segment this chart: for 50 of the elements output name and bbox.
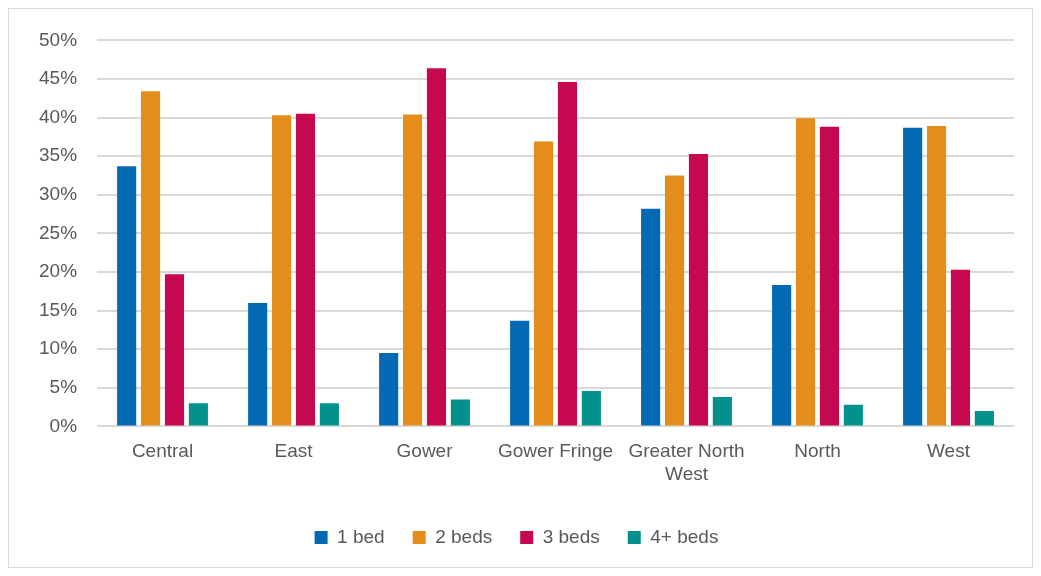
bar <box>819 126 840 426</box>
bar <box>534 141 554 426</box>
bar <box>641 208 661 426</box>
bar <box>379 353 399 426</box>
legend-label: 1 bed <box>337 525 385 547</box>
bar <box>795 118 816 426</box>
x-tick-label: East <box>274 440 314 462</box>
y-tick-label: 45% <box>39 67 78 89</box>
bar <box>664 175 685 426</box>
bar <box>688 153 709 426</box>
y-tick-label: 5% <box>49 376 78 398</box>
x-tick-label: Gower <box>396 440 454 462</box>
bar <box>295 113 316 426</box>
bar <box>319 403 339 426</box>
legend-label: 4+ beds <box>650 525 719 547</box>
bar <box>772 285 792 426</box>
bar <box>164 274 185 426</box>
bar <box>974 410 994 426</box>
legend-label: 3 beds <box>542 525 600 547</box>
y-tick-label: 0% <box>49 414 78 436</box>
bar <box>903 127 923 426</box>
bar <box>248 302 268 426</box>
bar <box>450 399 470 426</box>
x-tick-label: Gower Fringe <box>497 440 614 462</box>
bar <box>712 397 732 426</box>
x-tick-label: West <box>927 440 971 462</box>
bar <box>843 404 863 426</box>
legend-label: 2 beds <box>435 525 493 547</box>
y-tick-label: 25% <box>39 221 78 243</box>
x-tick-label: Greater North West <box>628 440 745 484</box>
y-tick-label: 35% <box>39 144 78 166</box>
y-tick-label: 10% <box>39 337 78 359</box>
x-tick-label: Central <box>131 440 194 462</box>
bar <box>510 320 530 426</box>
bar <box>581 390 601 426</box>
bar <box>926 126 947 426</box>
bar <box>272 115 292 426</box>
bar <box>426 68 447 426</box>
x-tick-label: North <box>794 440 841 462</box>
y-tick-label: 30% <box>39 183 78 205</box>
bar <box>403 114 423 426</box>
bar <box>188 403 208 426</box>
bar <box>117 166 137 426</box>
y-tick-label: 15% <box>39 298 78 320</box>
bar <box>950 269 971 426</box>
y-tick-label: 40% <box>39 105 78 127</box>
y-tick-label: 50% <box>39 28 78 50</box>
y-tick-label: 20% <box>39 260 78 282</box>
bar <box>557 82 578 426</box>
bar <box>141 91 161 426</box>
